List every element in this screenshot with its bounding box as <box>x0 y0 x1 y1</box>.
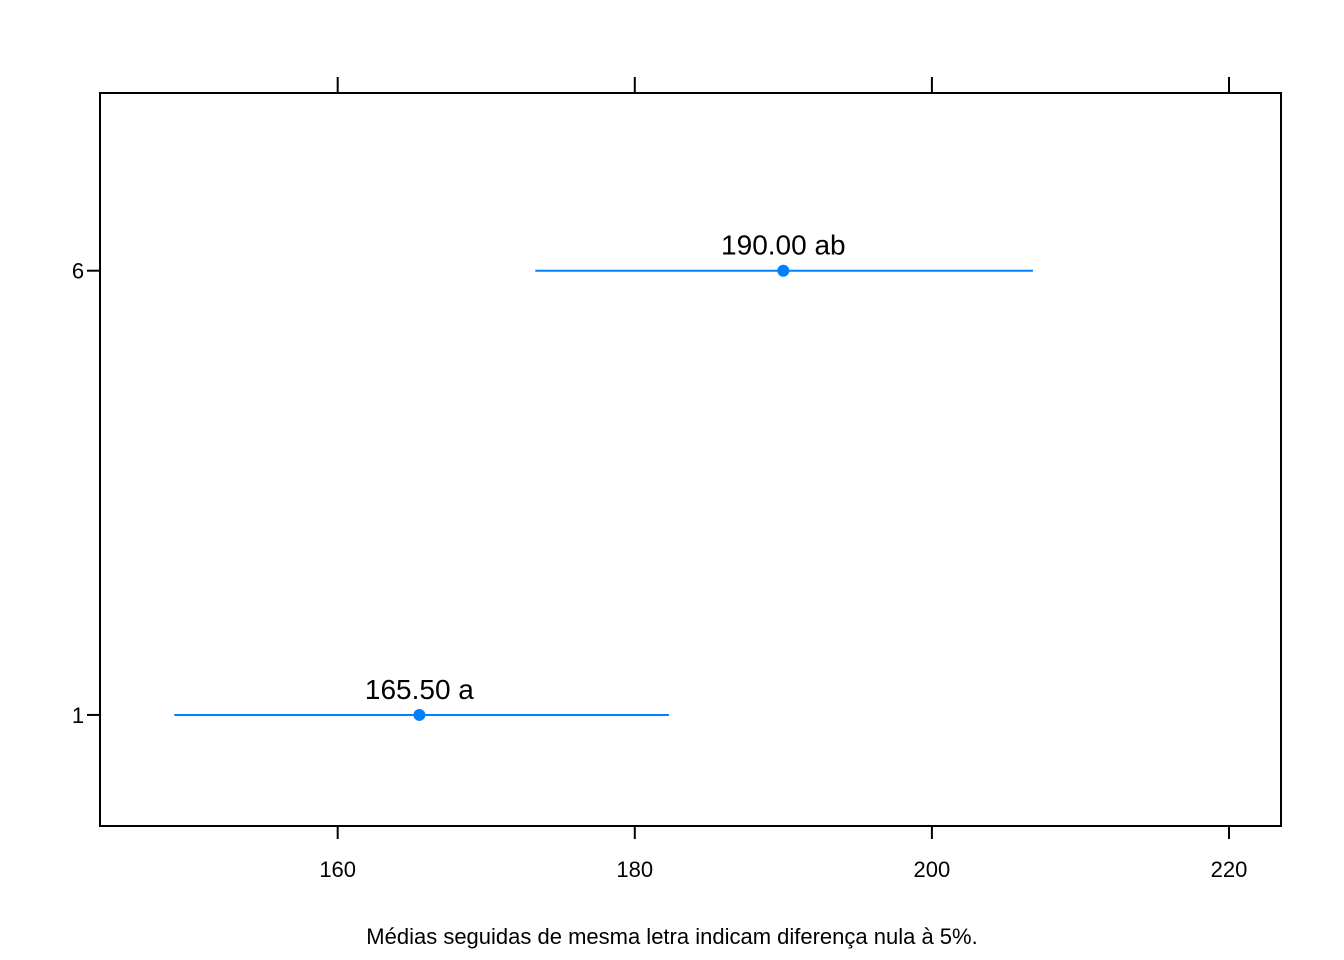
x-axis-caption: Médias seguidas de mesma letra indicam d… <box>366 924 977 949</box>
x-tick-label: 180 <box>616 857 653 882</box>
y-tick-label: 6 <box>72 259 84 284</box>
y-tick-label: 1 <box>72 703 84 728</box>
x-axis-top <box>336 77 1231 93</box>
mean-point <box>777 264 790 277</box>
data-marks: 165.50 a 190.00 ab <box>174 230 1033 721</box>
x-tick-label: 200 <box>914 857 951 882</box>
data-label: 165.50 a <box>365 674 474 705</box>
x-tick-label: 160 <box>319 857 356 882</box>
x-tick-label: 220 <box>1211 857 1248 882</box>
x-axis-bottom: 160 180 200 220 <box>319 826 1247 882</box>
data-label: 190.00 ab <box>721 230 846 261</box>
y-axis: 16 <box>72 259 100 728</box>
plot-frame <box>99 92 1282 827</box>
mean-point <box>413 708 426 721</box>
